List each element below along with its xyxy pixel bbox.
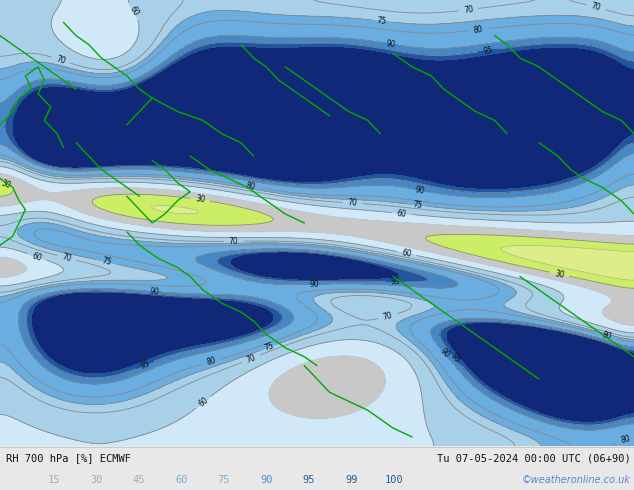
- Text: 90: 90: [385, 39, 396, 49]
- Text: 60: 60: [175, 475, 188, 485]
- Text: 90: 90: [260, 475, 273, 485]
- Text: 70: 70: [61, 252, 72, 263]
- Text: 60: 60: [397, 209, 407, 219]
- Text: 60: 60: [401, 248, 413, 259]
- Text: 100: 100: [384, 475, 403, 485]
- Text: 90: 90: [149, 287, 159, 296]
- Text: 95: 95: [482, 46, 493, 56]
- Text: 99: 99: [345, 475, 358, 485]
- Text: 60: 60: [197, 396, 210, 409]
- Text: 70: 70: [229, 237, 238, 246]
- Text: 80: 80: [473, 24, 484, 35]
- Text: 75: 75: [413, 200, 424, 210]
- Text: 95: 95: [138, 359, 151, 371]
- Text: ©weatheronline.co.uk: ©weatheronline.co.uk: [522, 475, 631, 485]
- Text: 80: 80: [601, 330, 612, 342]
- Text: 45: 45: [133, 475, 145, 485]
- Text: 15: 15: [48, 475, 60, 485]
- Text: 75: 75: [376, 16, 387, 26]
- Text: 70: 70: [245, 353, 257, 365]
- Text: 30: 30: [90, 475, 103, 485]
- Text: 70: 70: [463, 4, 474, 15]
- Text: 60: 60: [127, 5, 140, 18]
- Text: 30: 30: [195, 195, 205, 205]
- Text: 70: 70: [347, 198, 358, 208]
- Text: 70: 70: [382, 311, 394, 322]
- Text: RH 700 hPa [%] ECMWF: RH 700 hPa [%] ECMWF: [6, 453, 131, 463]
- Text: 95: 95: [449, 351, 462, 365]
- Text: 70: 70: [55, 54, 67, 66]
- Text: 75: 75: [217, 475, 230, 485]
- Text: 90: 90: [309, 280, 320, 289]
- Text: 95: 95: [391, 277, 401, 286]
- Text: 60: 60: [31, 251, 43, 263]
- Text: 90: 90: [414, 185, 425, 196]
- Text: 90: 90: [437, 346, 451, 359]
- Text: Tu 07-05-2024 00:00 UTC (06+90): Tu 07-05-2024 00:00 UTC (06+90): [437, 453, 631, 463]
- Text: 30: 30: [0, 178, 12, 190]
- Text: 75: 75: [101, 256, 112, 267]
- Text: 80: 80: [205, 356, 217, 367]
- Text: 80: 80: [620, 434, 631, 445]
- Text: 75: 75: [262, 342, 275, 353]
- Text: 70: 70: [590, 1, 602, 13]
- Text: 30: 30: [553, 269, 565, 280]
- Text: 95: 95: [302, 475, 315, 485]
- Text: 80: 80: [245, 181, 257, 192]
